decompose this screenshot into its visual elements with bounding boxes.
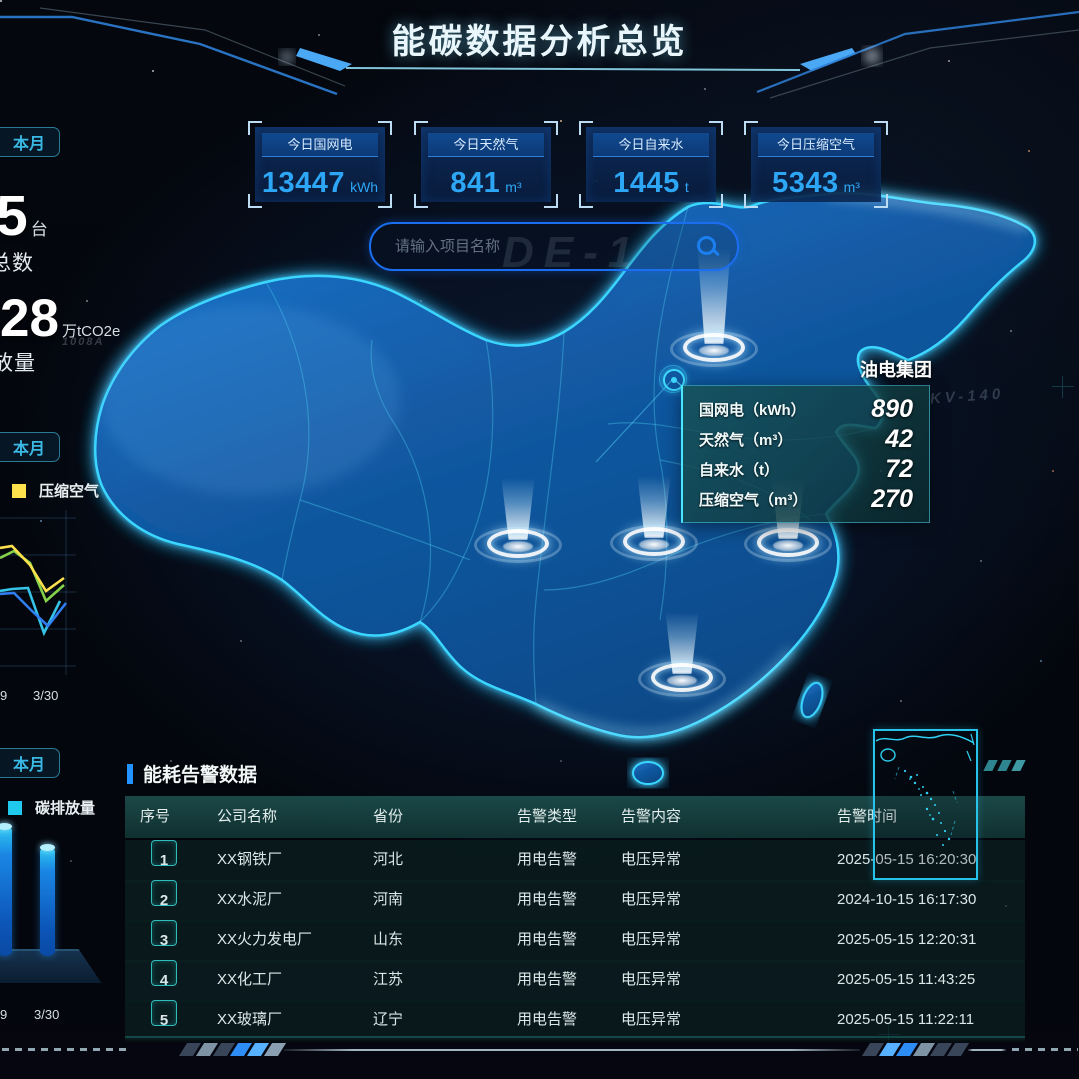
tooltip-label: 国网电（kWh）: [699, 401, 806, 419]
corner-bracket: [248, 121, 262, 135]
table-row: 5 XX玻璃厂 辽宁 用电告警 电压异常 2025-05-15 11:22:11: [125, 1000, 1025, 1042]
alarm-panel: 能耗告警数据 序号 公司名称 省份 告警类型 告警内容 告警时间 1 XX钢铁厂…: [125, 752, 1025, 1042]
tooltip-label: 压缩空气（m³）: [699, 491, 808, 509]
stat-card-unit: kWh: [350, 179, 379, 195]
starfield: [0, 0, 2, 2]
row-index-badge: 1: [151, 840, 177, 869]
page-title: 能碳数据分析总览: [391, 23, 688, 61]
row-index-badge: 5: [151, 1000, 177, 1029]
tooltip-label: 自来水（t）: [699, 461, 779, 479]
grid-cross-icon: [1052, 376, 1074, 398]
line-chart: [0, 510, 76, 675]
table-row: 4 XX化工厂 江苏 用电告警 电压异常 2025-05-15 11:43:25: [125, 960, 1025, 1002]
carbon-caption: 放量: [0, 352, 36, 375]
minimap-islands: [875, 733, 975, 846]
device-total-unit: 台: [30, 220, 48, 239]
stat-card-water: 今日自来水 1445 t: [579, 121, 723, 208]
header-deco-lines: [0, 7, 1079, 99]
legend-label: 碳排放量: [35, 800, 96, 817]
bar-chart-tick: 9: [0, 1007, 8, 1022]
search-input[interactable]: [393, 237, 695, 256]
tooltip-value: 270: [871, 484, 913, 513]
project-search: [369, 222, 739, 271]
stat-card-grid-power: 今日国网电 13447 kWh: [248, 121, 392, 208]
row-index-badge: 4: [151, 960, 177, 989]
col-type: 告警类型: [517, 808, 578, 825]
col-seq: 序号: [140, 808, 171, 825]
table-row: 2 XX水泥厂 河南 用电告警 电压异常 2024-10-15 16:17:30: [125, 880, 1025, 922]
legend-label: 压缩空气: [39, 483, 100, 500]
tooltip-title: 油电集团: [860, 360, 932, 380]
stat-card-label: 今日国网电: [262, 133, 378, 157]
stat-card-value: 5343: [772, 167, 839, 199]
alarm-table-header: 序号 公司名称 省份 告警类型 告警内容 告警时间: [125, 796, 1025, 838]
tooltip-value: 890: [871, 394, 913, 423]
stat-card-value: 1445: [613, 167, 680, 199]
stat-card-value: 13447: [261, 167, 346, 199]
month-badge-top[interactable]: 本月: [0, 127, 60, 157]
stat-card-compressed-air: 今日压缩空气 5343 m³: [744, 121, 888, 208]
month-badge-line-chart[interactable]: 本月: [0, 432, 60, 462]
bar-carbon: [0, 823, 12, 956]
line-chart-legend: 压缩空气: [12, 480, 99, 501]
panel-bottom-border: [125, 1036, 1025, 1038]
month-badge-bar-chart[interactable]: 本月: [0, 748, 60, 778]
bar-chart-tick: 3/30: [34, 1007, 60, 1022]
tooltip-value: 72: [885, 454, 913, 483]
stat-card-gas: 今日天然气 841 m³: [414, 121, 558, 208]
col-content: 告警内容: [621, 808, 682, 825]
bar-chart-legend: 碳排放量: [8, 797, 95, 818]
legend-swatch-cyan: [8, 800, 22, 815]
bar-carbon: [40, 844, 55, 956]
tooltip-leader-line: [595, 378, 674, 463]
carbon-number: 28: [0, 289, 59, 348]
row-index-badge: 3: [151, 920, 177, 949]
device-total-number: 5: [0, 184, 28, 248]
carbon-unit: 万tCO2e: [61, 323, 121, 340]
stat-card-label: 今日自来水: [593, 133, 709, 157]
stat-card-value: 841: [450, 167, 501, 199]
search-icon[interactable]: [695, 234, 721, 260]
map-tooltip: 国网电（kWh） 890 天然气（m³） 42 自来水（t） 72 压缩空气（m³） 2…: [681, 385, 930, 523]
south-china-sea-minimap: [873, 729, 978, 880]
col-province: 省份: [373, 808, 404, 825]
table-row: 3 XX火力发电厂 山东 用电告警 电压异常 2025-05-15 12:20:…: [125, 920, 1025, 962]
table-row: 1 XX钢铁厂 河北 用电告警 电压异常 2025-05-15 16:20:30: [125, 840, 1025, 882]
tooltip-label: 天然气（m³）: [699, 431, 793, 449]
device-total-caption: 总数: [0, 252, 34, 275]
tooltip-value: 42: [885, 424, 913, 453]
col-time: 告警时间: [837, 808, 898, 825]
stat-card-label: 今日天然气: [428, 133, 544, 157]
stat-card-label: 今日压缩空气: [758, 133, 874, 157]
carbon-emission-stat: 28 万tCO2e 放量: [0, 292, 120, 377]
alarm-panel-title: 能耗告警数据: [127, 760, 257, 787]
line-chart-tick: 9: [0, 688, 8, 703]
stat-card-unit: m³: [843, 179, 860, 195]
col-company: 公司名称: [217, 808, 278, 825]
line-chart-tick: 3/30: [33, 688, 59, 703]
title-accent-bar: [127, 763, 133, 784]
legend-swatch-yellow: [12, 483, 26, 498]
stat-card-unit: t: [684, 179, 689, 195]
row-index-badge: 2: [151, 880, 177, 909]
stat-card-unit: m³: [505, 179, 522, 195]
map-landmass: [94, 191, 1037, 785]
target-icon[interactable]: [659, 365, 687, 393]
slash-marks-icon: [983, 760, 1028, 771]
